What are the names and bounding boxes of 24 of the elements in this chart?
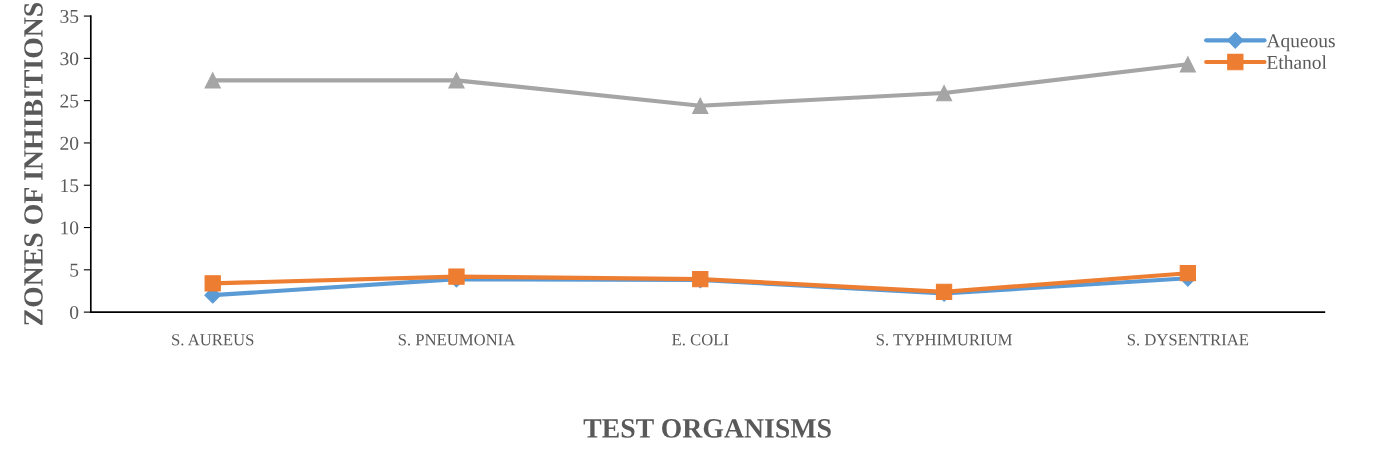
- point: [692, 97, 709, 114]
- point: [204, 72, 221, 89]
- x-tick-label: S. TYPHIMURIUM: [876, 334, 1012, 346]
- legend-label: Ethanol: [1267, 55, 1327, 70]
- y-tick-label: 5: [70, 263, 79, 277]
- x-tick-label: S. PNEUMONIA: [398, 334, 516, 346]
- point: [1179, 56, 1196, 73]
- y-tick-label: 0: [70, 305, 79, 320]
- point: [448, 72, 465, 89]
- point: [204, 275, 221, 292]
- y-tick-label: 10: [61, 221, 79, 235]
- y-tick-label: 25: [60, 94, 79, 108]
- y-axis-title: ZONES OF INHIBITIONS: [24, 2, 43, 326]
- point: [935, 84, 953, 102]
- point: [1179, 265, 1196, 282]
- y-tick-label: 35: [60, 9, 79, 23]
- y-tick-label: 20: [60, 136, 79, 150]
- x-tick-label: S. AUREUS: [172, 334, 254, 346]
- x-tick-label: E. COLI: [672, 334, 729, 346]
- x-tick-label: S. DYSENTRIAE: [1127, 334, 1249, 346]
- legend-label: Aqueous: [1266, 34, 1335, 52]
- x-axis-title: TEST ORGANISMS: [583, 419, 831, 438]
- y-tick-label: 30: [60, 52, 79, 66]
- y-tick-label: 15: [61, 179, 79, 193]
